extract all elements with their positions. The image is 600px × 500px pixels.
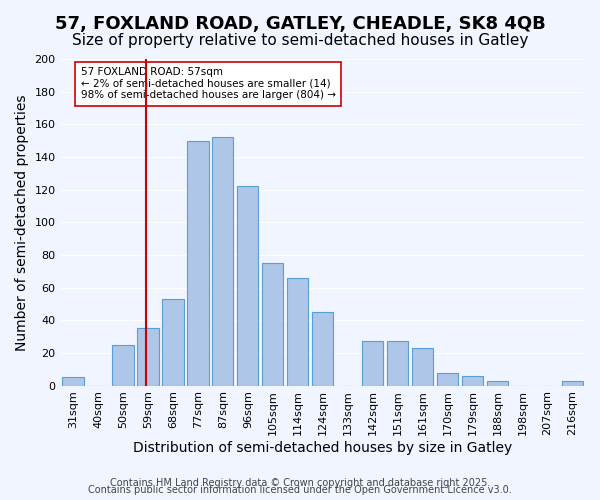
Bar	[112, 345, 134, 386]
Bar	[387, 342, 409, 386]
Bar	[462, 376, 483, 386]
Bar	[212, 138, 233, 386]
Bar	[562, 380, 583, 386]
Bar	[287, 278, 308, 386]
Bar	[262, 263, 283, 386]
Bar	[487, 380, 508, 386]
X-axis label: Distribution of semi-detached houses by size in Gatley: Distribution of semi-detached houses by …	[133, 441, 512, 455]
Y-axis label: Number of semi-detached properties: Number of semi-detached properties	[15, 94, 29, 350]
Bar	[412, 348, 433, 386]
Bar	[163, 299, 184, 386]
Bar	[237, 186, 259, 386]
Bar	[362, 342, 383, 386]
Text: 57, FOXLAND ROAD, GATLEY, CHEADLE, SK8 4QB: 57, FOXLAND ROAD, GATLEY, CHEADLE, SK8 4…	[55, 15, 545, 33]
Bar	[437, 372, 458, 386]
Bar	[187, 140, 209, 386]
Text: Contains public sector information licensed under the Open Government Licence v3: Contains public sector information licen…	[88, 485, 512, 495]
Text: 57 FOXLAND ROAD: 57sqm
← 2% of semi-detached houses are smaller (14)
98% of semi: 57 FOXLAND ROAD: 57sqm ← 2% of semi-deta…	[80, 67, 335, 100]
Text: Contains HM Land Registry data © Crown copyright and database right 2025.: Contains HM Land Registry data © Crown c…	[110, 478, 490, 488]
Bar	[312, 312, 334, 386]
Bar	[137, 328, 158, 386]
Bar	[62, 378, 83, 386]
Text: Size of property relative to semi-detached houses in Gatley: Size of property relative to semi-detach…	[72, 32, 528, 48]
